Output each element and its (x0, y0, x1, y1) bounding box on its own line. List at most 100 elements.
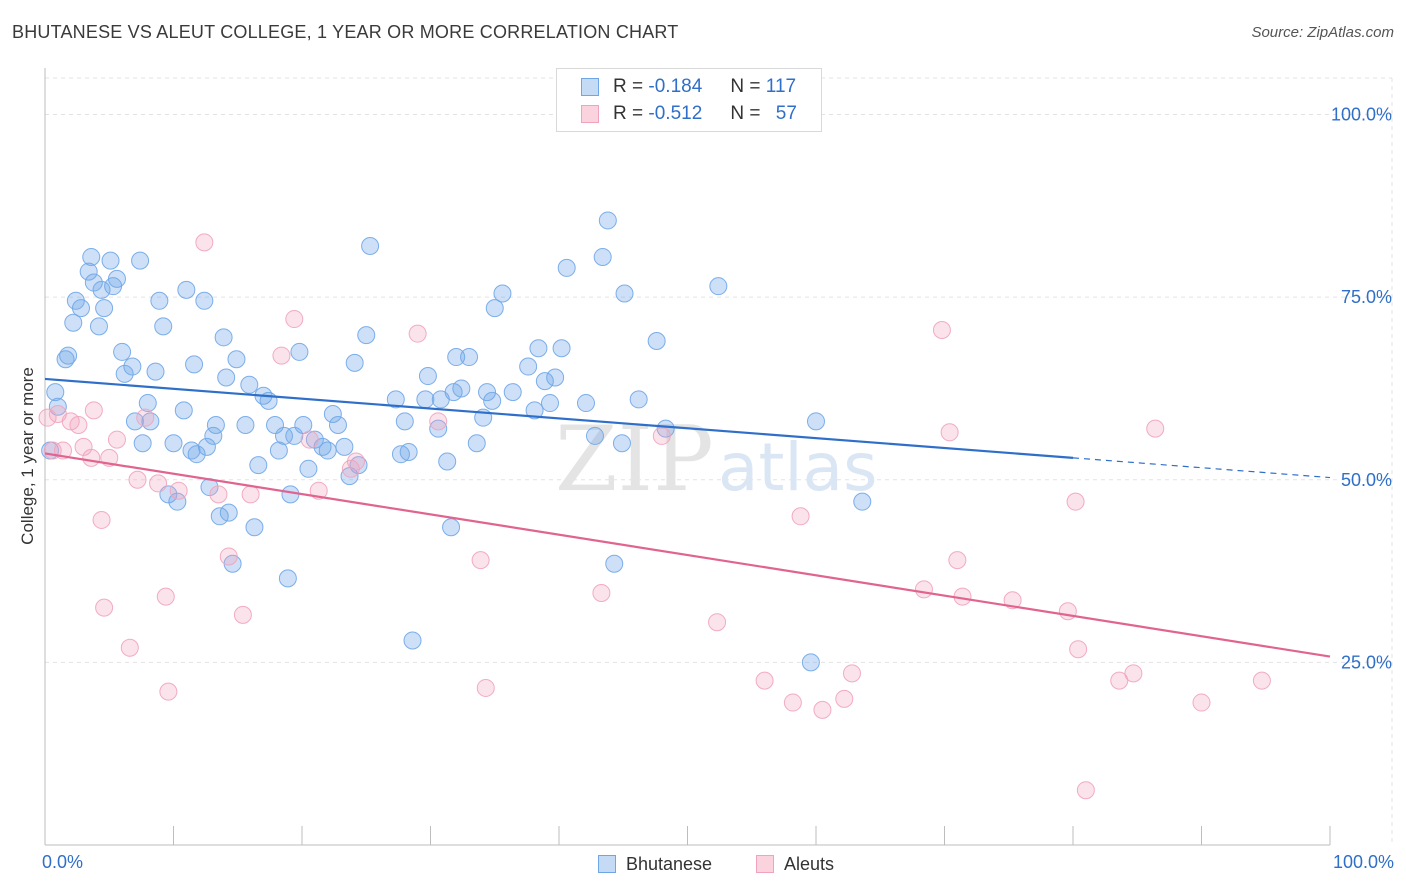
bhutanese-point (146, 362, 165, 381)
aleut-point (219, 547, 238, 566)
bhutanese-point (290, 342, 309, 361)
aleut-point (1076, 781, 1095, 800)
aleut-point (835, 689, 854, 708)
bhutanese-point (245, 518, 264, 537)
bhutanese-point (59, 346, 78, 365)
x-tick-min: 0.0% (42, 852, 84, 872)
aleut-point (708, 613, 727, 632)
legend-item-aleuts[interactable]: Aleuts (756, 852, 834, 876)
bhutanese-point (323, 405, 342, 424)
aleut-point (471, 551, 490, 570)
bhutanese-point (236, 415, 255, 434)
y-tick-label: 75.0% (1341, 287, 1392, 307)
bhutanese-point (48, 397, 67, 416)
aleuts-legend-swatch (756, 855, 774, 873)
bhutanese-point (123, 357, 142, 376)
aleut-point (159, 682, 178, 701)
aleut-point (1146, 419, 1165, 438)
bhutanese-point (503, 383, 522, 402)
aleut-point (1069, 640, 1088, 659)
bhutanese-point (335, 437, 354, 456)
legend-item-bhutanese[interactable]: Bhutanese (598, 852, 712, 876)
bhutanese-point (125, 412, 144, 431)
n-label: N = (730, 76, 761, 97)
aleuts-swatch (581, 105, 599, 123)
bhutanese-point (240, 375, 259, 394)
bhutanese-point (483, 391, 502, 410)
aleut-point (783, 693, 802, 712)
bhutanese-point (612, 434, 631, 453)
aleut-point (346, 452, 365, 471)
legend-row-bhutanese: R = -0.184 N = 117 (581, 74, 796, 100)
y-axis-label: College, 1 year or more (18, 367, 37, 545)
bhutanese-point (485, 299, 504, 318)
aleut-point (169, 481, 188, 500)
aleut-point (755, 671, 774, 690)
bhutanese-point (182, 441, 201, 460)
bhutanese-point (418, 367, 437, 386)
bhutanese-point (299, 459, 318, 478)
bhutanese-point (214, 328, 233, 347)
aleut-point (932, 321, 951, 340)
bhutanese-point (115, 364, 134, 383)
bhutanese-point (345, 353, 364, 372)
bhutanese-point (429, 419, 448, 438)
bhutanese-point (219, 503, 238, 522)
axes (44, 68, 1331, 846)
bhutanese-point (328, 415, 347, 434)
aleut-point (128, 470, 147, 489)
aleut-point (1110, 671, 1129, 690)
aleut-point (408, 324, 427, 343)
bhutanese-point (89, 317, 108, 336)
bhutanese-point (493, 284, 512, 303)
aleut-point (107, 430, 126, 449)
bhutanese-point (629, 390, 648, 409)
bhutanese-point (386, 390, 405, 409)
bhutanese-point (416, 390, 435, 409)
aleut-point (842, 664, 861, 683)
aleut-point (429, 412, 448, 431)
bhutanese-point (709, 277, 728, 296)
aleut-trend-line (44, 452, 1331, 658)
aleuts-legend-label: Aleuts (784, 853, 835, 874)
aleut-point (82, 448, 101, 467)
bhutanese-point (210, 507, 229, 526)
bhutanese-point (525, 401, 544, 420)
aleut-point (1192, 693, 1211, 712)
bhutanese-point (442, 518, 461, 537)
bhutanese-point (95, 299, 114, 318)
aleut-points (38, 233, 1271, 800)
bhutanese-point (227, 350, 246, 369)
aleut-point (209, 485, 228, 504)
bhutanese-swatch (581, 78, 599, 96)
source-label: Source: ZipAtlas.com (1251, 24, 1394, 41)
bhutanese-point (557, 258, 576, 277)
n-value: 117 (765, 76, 797, 97)
y-tick-label: 100.0% (1331, 105, 1392, 125)
bhutanese-point (403, 631, 422, 650)
bhutanese-point (177, 280, 196, 299)
y-tick-label: 25.0% (1341, 652, 1392, 672)
r-value: -0.184 (648, 76, 703, 97)
x-tick-max: 100.0% (1332, 852, 1394, 872)
bhutanese-trend-line (44, 377, 1074, 459)
bhutanese-point (585, 426, 604, 445)
bhutanese-points (41, 211, 872, 672)
bhutanese-point (138, 394, 157, 413)
aleut-point (1058, 602, 1077, 621)
chart-title: BHUTANESE VS ALEUT COLLEGE, 1 YEAR OR MO… (12, 22, 679, 42)
bhutanese-point (519, 357, 538, 376)
bhutanese-point (467, 434, 486, 453)
bhutanese-point (113, 342, 132, 361)
bhutanese-point (391, 445, 410, 464)
bhutanese-point (447, 348, 466, 367)
aleut-point (84, 401, 103, 420)
bhutanese-point (529, 339, 548, 358)
y-tick-label: 50.0% (1341, 470, 1392, 490)
n-label: N = (730, 103, 761, 124)
aleut-point (272, 346, 291, 365)
aleut-point (120, 638, 139, 657)
bhutanese-point (460, 348, 479, 367)
bhutanese-point (478, 383, 497, 402)
aleut-point (38, 408, 57, 427)
